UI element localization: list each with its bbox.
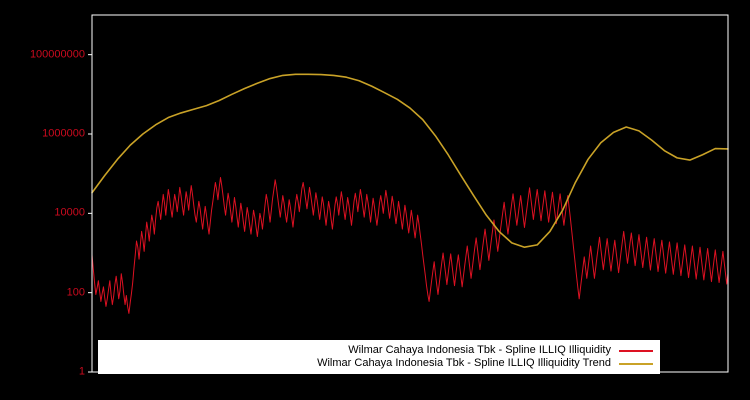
legend-swatch-illiquidity-trend	[619, 362, 653, 365]
legend-swatch-illiquidity	[619, 349, 653, 352]
legend-item[interactable]: Wilmar Cahaya Indonesia Tbk - Spline ILL…	[105, 357, 653, 370]
series-line-illiquidity	[91, 177, 729, 314]
series-line-illiquidity-trend	[91, 73, 729, 248]
series-group	[91, 73, 729, 314]
plot-background	[92, 15, 728, 372]
legend-item[interactable]: Wilmar Cahaya Indonesia Tbk - Spline ILL…	[105, 344, 653, 357]
y-tick-label: 100000000	[29, 48, 85, 61]
legend-label-illiquidity-trend: Wilmar Cahaya Indonesia Tbk - Spline ILL…	[317, 357, 611, 369]
y-tick-label: 1	[78, 365, 85, 378]
legend-label-illiquidity: Wilmar Cahaya Indonesia Tbk - Spline ILL…	[348, 344, 611, 356]
y-tick-label: 100	[66, 286, 85, 299]
y-tick-label: 1000000	[42, 127, 85, 140]
y-tick-label: 10000	[54, 206, 85, 219]
chart-legend[interactable]: Wilmar Cahaya Indonesia Tbk - Spline ILL…	[98, 340, 660, 374]
y-tick-marks	[88, 54, 92, 373]
